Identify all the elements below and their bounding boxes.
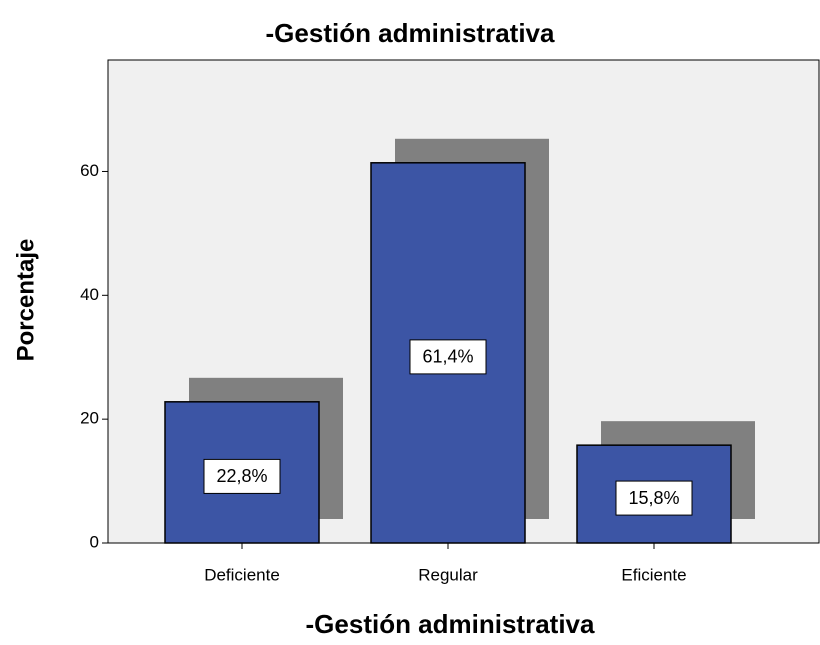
x-axis-label: -Gestión administrativa xyxy=(306,609,595,639)
x-tick-label: Eficiente xyxy=(621,565,686,584)
value-label: 61,4% xyxy=(422,347,473,367)
value-label-box xyxy=(203,458,281,494)
y-tick-label: 60 xyxy=(80,161,99,180)
value-label-box xyxy=(615,480,693,516)
value-label-box xyxy=(409,339,487,375)
y-axis-label: Porcentaje xyxy=(12,239,39,362)
y-tick-label: 40 xyxy=(80,285,99,304)
x-tick-label: Deficiente xyxy=(204,565,280,584)
value-label: 15,8% xyxy=(628,488,679,508)
y-tick-label: 20 xyxy=(80,409,99,428)
value-label: 22,8% xyxy=(216,466,267,486)
chart-title: -Gestión administrativa xyxy=(266,18,555,48)
y-tick-label: 0 xyxy=(90,532,99,551)
x-tick-label: Regular xyxy=(418,565,478,584)
